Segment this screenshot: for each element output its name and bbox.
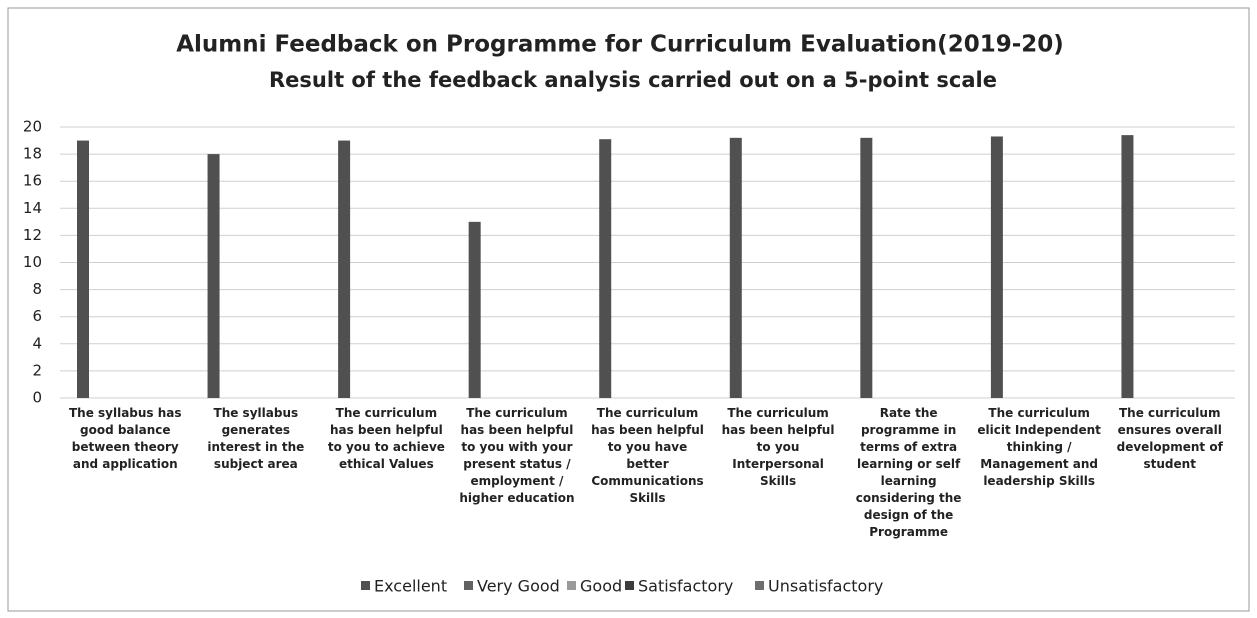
y-tick-label: 20: [23, 118, 42, 136]
legend-label: Satisfactory: [638, 577, 733, 596]
legend-label: Good: [580, 577, 622, 596]
legend-label: Very Good: [477, 577, 560, 596]
legend-swatch: [625, 581, 634, 590]
x-tick-label: The curriculum has been helpful to you I…: [721, 406, 835, 488]
bar: [207, 154, 220, 398]
legend-label: Excellent: [374, 577, 447, 596]
y-tick-label: 10: [23, 253, 42, 271]
legend-swatch: [464, 581, 473, 590]
bar: [338, 140, 351, 399]
x-tick-label: Rate the programme in terms of extra lea…: [855, 406, 962, 539]
x-tick-label: The curriculum elicit Independent thinki…: [977, 406, 1101, 488]
bar: [1121, 135, 1134, 398]
x-tick-label: The syllabus generates interest in the s…: [207, 406, 305, 471]
chart-subtitle: Result of the feedback analysis carried …: [269, 68, 997, 92]
legend-swatch: [361, 581, 370, 590]
bar: [77, 140, 89, 399]
legend-swatch: [567, 581, 576, 590]
x-tick-label: The syllabus has good balance between th…: [68, 406, 182, 471]
y-tick-label: 6: [32, 307, 42, 325]
y-tick-label: 8: [32, 280, 42, 298]
x-tick-label: The curriculum has been helpful to you t…: [327, 406, 445, 471]
bar: [468, 221, 481, 398]
y-tick-label: 16: [23, 172, 42, 190]
y-tick-label: 2: [32, 361, 42, 379]
chart-border: [7, 7, 1250, 612]
y-tick-label: 4: [32, 334, 42, 352]
y-tick-label: 12: [23, 226, 42, 244]
bar: [729, 137, 742, 398]
y-tick-label: 14: [23, 199, 42, 217]
y-tick-label: 0: [32, 389, 42, 407]
x-tick-label: The curriculum has been helpful to you h…: [591, 406, 704, 505]
x-tick-label: The curriculum ensures overall developme…: [1116, 406, 1223, 471]
chart-title: Alumni Feedback on Programme for Curricu…: [176, 32, 1064, 58]
x-tick-label: The curriculum has been helpful to you w…: [459, 406, 575, 505]
bar: [990, 136, 1003, 399]
legend-label: Unsatisfactory: [768, 577, 883, 596]
bar: [860, 137, 873, 398]
legend-swatch: [755, 581, 764, 590]
bar: [599, 139, 612, 398]
y-tick-label: 18: [23, 145, 42, 163]
